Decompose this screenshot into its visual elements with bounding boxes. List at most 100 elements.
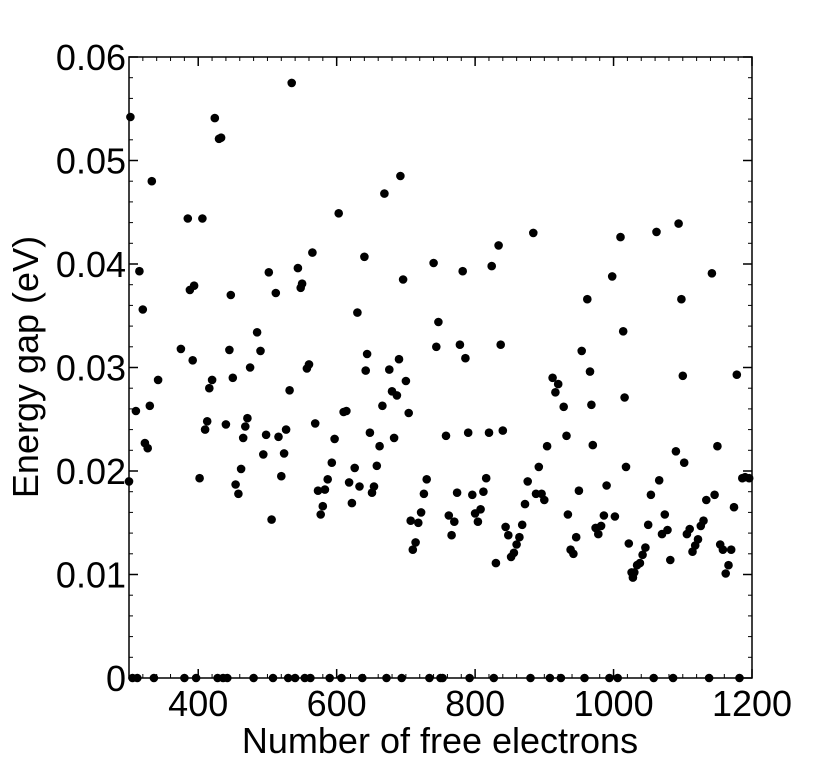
data-point	[389, 433, 399, 443]
data-point	[468, 490, 477, 500]
data-point	[398, 275, 408, 284]
data-point	[200, 425, 210, 434]
data-point	[559, 402, 568, 412]
data-point	[529, 228, 538, 238]
data-point	[385, 365, 394, 374]
data-point	[710, 490, 719, 500]
data-point	[534, 462, 544, 472]
data-point	[396, 171, 405, 181]
data-point	[264, 268, 274, 277]
data-point	[308, 248, 317, 257]
data-point	[392, 391, 402, 400]
data-point	[189, 281, 199, 291]
data-point	[473, 517, 483, 526]
data-point	[643, 520, 653, 530]
data-point	[452, 488, 462, 498]
data-point	[183, 214, 193, 223]
data-point	[732, 370, 742, 380]
data-point	[234, 489, 243, 499]
data-point	[274, 432, 283, 442]
data-point	[347, 498, 357, 508]
data-point	[143, 443, 152, 453]
data-point	[594, 529, 603, 539]
data-point	[562, 431, 571, 441]
data-point	[455, 340, 465, 350]
data-point	[221, 420, 231, 429]
data-point	[587, 400, 596, 410]
data-point	[361, 366, 371, 375]
data-point	[509, 548, 519, 558]
data-point	[504, 530, 513, 540]
data-point	[463, 428, 473, 438]
data-point	[243, 413, 252, 423]
x-axis-title: Number of free electrons	[242, 720, 638, 761]
data-point	[569, 549, 578, 559]
data-point	[702, 495, 711, 505]
data-point	[654, 476, 664, 485]
data-point	[210, 113, 220, 123]
data-point	[419, 489, 429, 499]
y-tick-label: 0.06	[56, 37, 126, 78]
data-point	[372, 461, 382, 471]
data-point	[205, 383, 214, 393]
data-point	[620, 393, 629, 402]
data-point	[241, 422, 250, 431]
data-point	[429, 258, 438, 268]
data-point	[461, 353, 470, 363]
data-point	[408, 545, 418, 554]
data-point	[551, 388, 560, 397]
data-point	[216, 133, 226, 142]
data-point	[188, 356, 197, 365]
data-point	[726, 545, 736, 554]
data-point	[318, 501, 328, 511]
data-point	[624, 539, 634, 548]
data-point	[713, 441, 722, 451]
data-point	[602, 481, 611, 490]
data-point	[228, 373, 238, 383]
data-point	[542, 441, 552, 451]
data-point	[652, 227, 661, 237]
data-point	[494, 241, 503, 250]
data-point	[635, 558, 645, 568]
data-point	[444, 511, 454, 520]
data-point	[432, 342, 441, 352]
data-point	[641, 543, 650, 552]
data-point	[479, 487, 488, 497]
data-point	[342, 406, 351, 416]
data-point	[195, 473, 204, 483]
x-tick-label: 400	[168, 683, 228, 724]
data-point	[484, 428, 494, 438]
data-point	[360, 252, 369, 262]
y-tick-label: 0.02	[56, 451, 126, 492]
data-point	[458, 266, 468, 276]
data-point	[618, 327, 628, 336]
data-point	[517, 520, 527, 530]
data-point	[231, 480, 240, 489]
data-point	[660, 510, 670, 519]
data-point	[344, 478, 354, 487]
data-point	[678, 371, 688, 381]
data-point	[225, 345, 234, 355]
data-point	[663, 525, 672, 535]
data-point	[176, 344, 186, 354]
data-points	[124, 78, 754, 683]
data-point	[380, 189, 389, 198]
data-point	[512, 540, 521, 549]
data-point	[476, 505, 485, 514]
data-point	[616, 232, 625, 242]
data-point	[434, 317, 443, 327]
data-point	[491, 558, 501, 568]
data-point	[685, 524, 694, 534]
data-point	[145, 401, 155, 411]
data-point	[131, 406, 141, 416]
data-point	[679, 458, 689, 468]
y-tick-label: 0.05	[56, 141, 126, 182]
data-point	[540, 495, 549, 505]
data-point	[207, 375, 217, 385]
data-point	[401, 376, 411, 386]
data-point	[718, 545, 728, 554]
y-tick-label: 0.01	[56, 555, 126, 596]
data-point	[447, 530, 456, 540]
x-tick-label: 1200	[712, 683, 792, 724]
